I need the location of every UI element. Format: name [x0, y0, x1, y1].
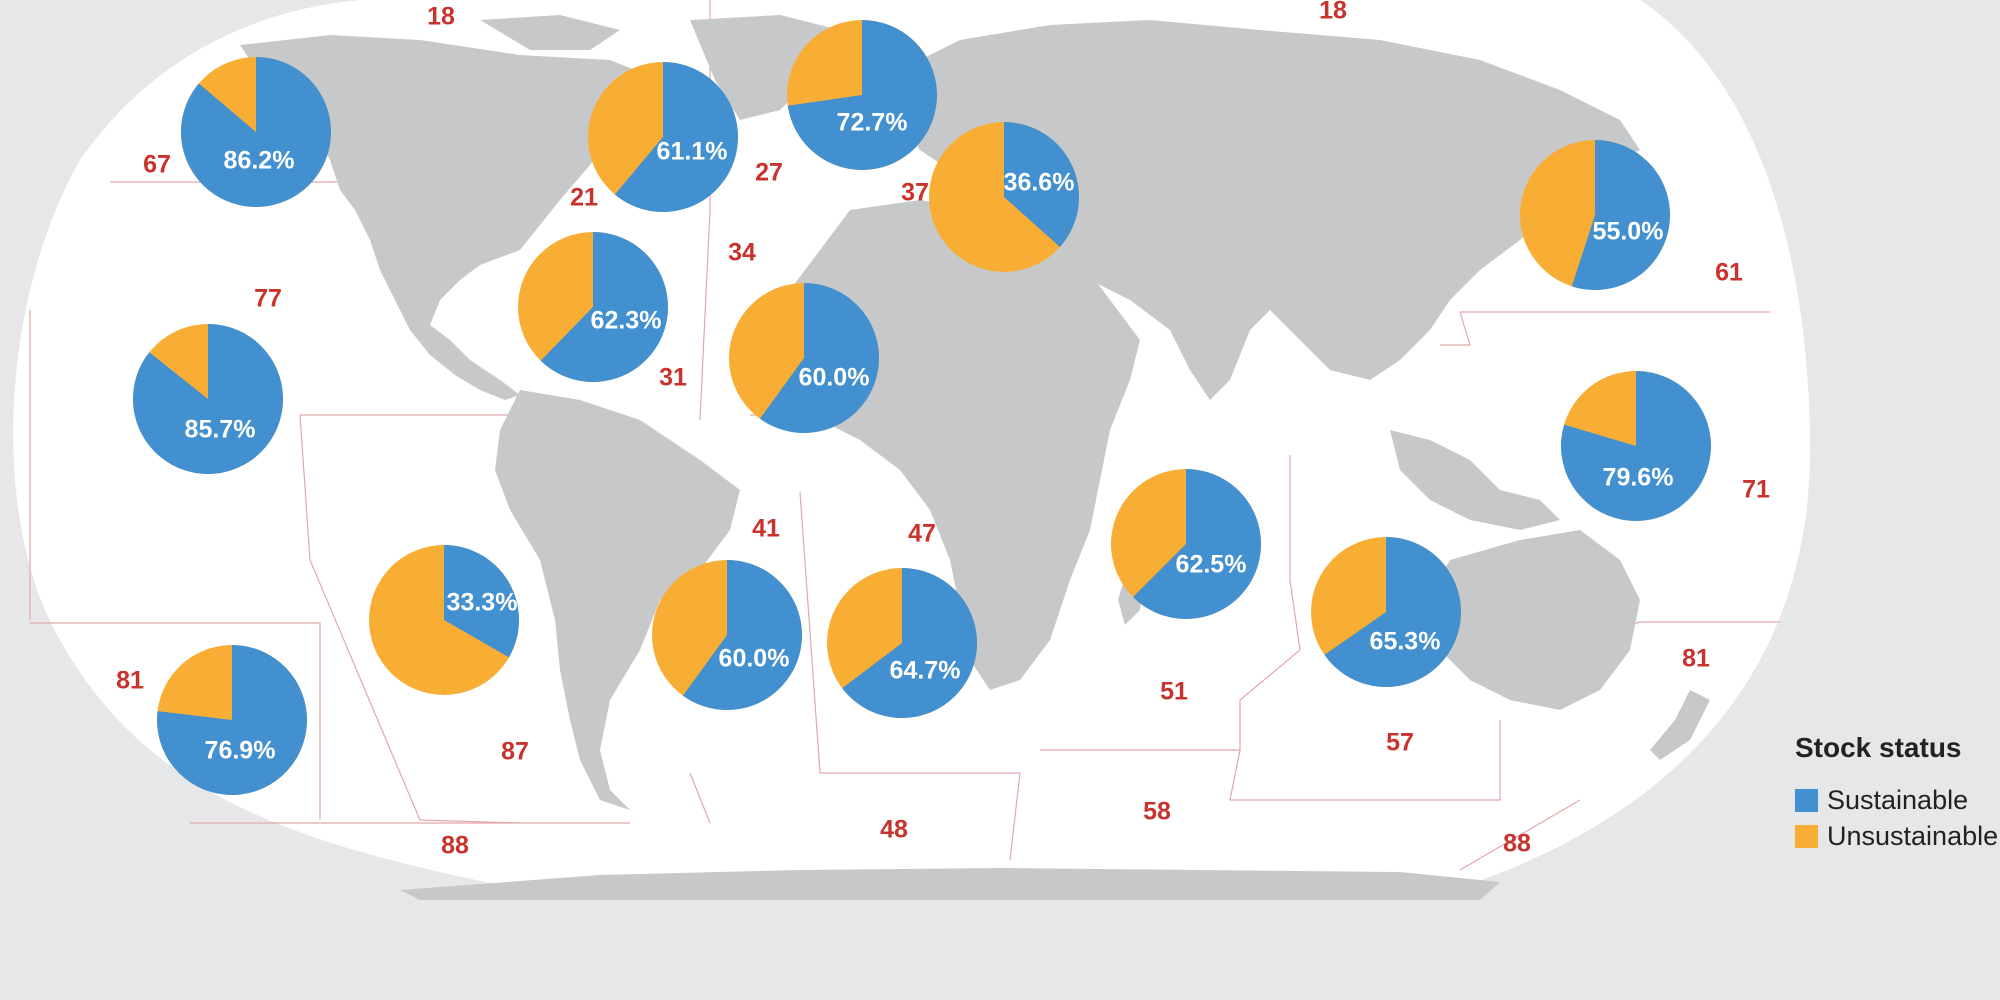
area-label: 58 — [1143, 798, 1171, 826]
area-label: 41 — [752, 515, 780, 543]
pie-data-label: 60.0% — [799, 364, 870, 392]
area-label: 81 — [116, 667, 144, 695]
pie-slice-sustainable — [444, 545, 519, 658]
pie-slice-sustainable — [1132, 469, 1262, 619]
area-label: 81 — [1682, 645, 1710, 673]
area-label: 47 — [908, 520, 936, 548]
legend-label-sustainable: Sustainable — [1827, 784, 1969, 815]
pie-area-57: 65.3% — [1311, 537, 1461, 688]
pie-slice-sustainable — [181, 57, 332, 207]
pie-area-37: 36.6% — [929, 122, 1080, 272]
pie-slice-sustainable — [1560, 371, 1711, 521]
legend-swatch-unsustainable — [1795, 824, 1818, 848]
pie-slice-sustainable — [156, 645, 307, 795]
pie-data-label: 65.3% — [1370, 628, 1441, 656]
area-label: 87 — [501, 738, 529, 766]
area-label: 51 — [1160, 678, 1188, 706]
pie-data-label: 62.3% — [591, 307, 662, 335]
pie-slice-sustainable — [614, 62, 738, 213]
arctic-islands — [480, 15, 620, 50]
antarctica — [400, 868, 1500, 900]
area-label: 61 — [1715, 259, 1743, 287]
area-label: 77 — [254, 285, 282, 313]
area-label: 67 — [143, 151, 171, 179]
area-label: 18 — [1319, 0, 1347, 25]
pie-charts: 86.2% 61.1% 72.7% 36.6% 55.0% 62.3% 60.0% 85.7%… — [132, 20, 1711, 795]
pie-slice-sustainable — [1324, 537, 1461, 688]
pie-data-label: 76.9% — [205, 737, 276, 765]
south-america — [495, 390, 740, 810]
area-label: 88 — [1503, 830, 1531, 858]
legend-item-sustainable: Sustainable — [1795, 782, 2000, 818]
new-zealand — [1650, 690, 1710, 760]
pie-data-label: 86.2% — [224, 147, 295, 175]
southeast-asia-islands — [1390, 430, 1560, 530]
pie-slice-sustainable — [1571, 140, 1670, 291]
pie-area-47: 64.7% — [827, 568, 978, 718]
legend-label-unsustainable: Unsustainable — [1827, 820, 1999, 851]
area-label: 37 — [901, 179, 929, 207]
pie-area-51: 62.5% — [1111, 469, 1262, 619]
pie-slice-sustainable — [787, 20, 937, 170]
pie-slice-sustainable — [540, 232, 668, 382]
area-label: 48 — [880, 816, 908, 844]
area-label: 88 — [441, 832, 469, 860]
australia — [1420, 530, 1640, 710]
pie-data-label: 55.0% — [1593, 218, 1664, 246]
pie-data-label: 72.7% — [837, 109, 908, 137]
area-label: 27 — [755, 159, 783, 187]
pie-data-label: 79.6% — [1603, 464, 1674, 492]
north-america — [240, 35, 660, 400]
legend-item-unsustainable: Unsustainable — [1795, 818, 2000, 854]
area-label: 31 — [659, 364, 687, 392]
pie-area-21: 61.1% — [588, 62, 738, 213]
pie-area-31: 62.3% — [518, 232, 668, 382]
pie-data-label: 64.7% — [890, 657, 961, 685]
pie-slice-sustainable — [759, 283, 879, 434]
pie-area-61: 55.0% — [1520, 140, 1670, 291]
area-labels: 18 18 67 21 27 37 61 77 34 31 71 41 47 81 51 81 87 57 48 58… — [116, 0, 1770, 860]
area-label: 18 — [427, 3, 455, 31]
area-label: 21 — [570, 184, 598, 212]
legend-title: Stock status — [1795, 732, 1962, 763]
pie-slice-sustainable — [842, 568, 978, 718]
pie-area-71: 79.6% — [1560, 371, 1711, 521]
area-label: 71 — [1742, 476, 1770, 504]
legend-swatch-sustainable — [1795, 788, 1818, 812]
pie-area-77: 85.7% — [132, 324, 283, 475]
pie-data-label: 61.1% — [657, 138, 728, 166]
legend: Stock status Sustainable Unsustainable — [1795, 732, 2000, 854]
pie-area-87: 33.3% — [369, 545, 519, 695]
pie-data-label: 85.7% — [185, 416, 256, 444]
pie-slice-sustainable — [682, 560, 802, 710]
pie-data-label: 62.5% — [1176, 551, 1247, 579]
greenland — [690, 15, 840, 120]
pie-area-41: 60.0% — [652, 560, 802, 710]
pie-area-27: 72.7% — [787, 20, 937, 170]
pie-area-34: 60.0% — [729, 283, 879, 434]
pie-data-label: 36.6% — [1004, 169, 1075, 197]
pie-area-67: 86.2% — [181, 57, 332, 207]
area-label: 57 — [1386, 729, 1414, 757]
pie-data-label: 33.3% — [447, 589, 518, 617]
eurasia — [880, 20, 1640, 400]
pie-data-label: 60.0% — [719, 645, 790, 673]
pie-slice-sustainable — [1004, 122, 1080, 247]
pie-slice-sustainable — [132, 324, 283, 475]
pie-area-81: 76.9% — [156, 645, 307, 795]
area-label: 34 — [728, 239, 756, 267]
